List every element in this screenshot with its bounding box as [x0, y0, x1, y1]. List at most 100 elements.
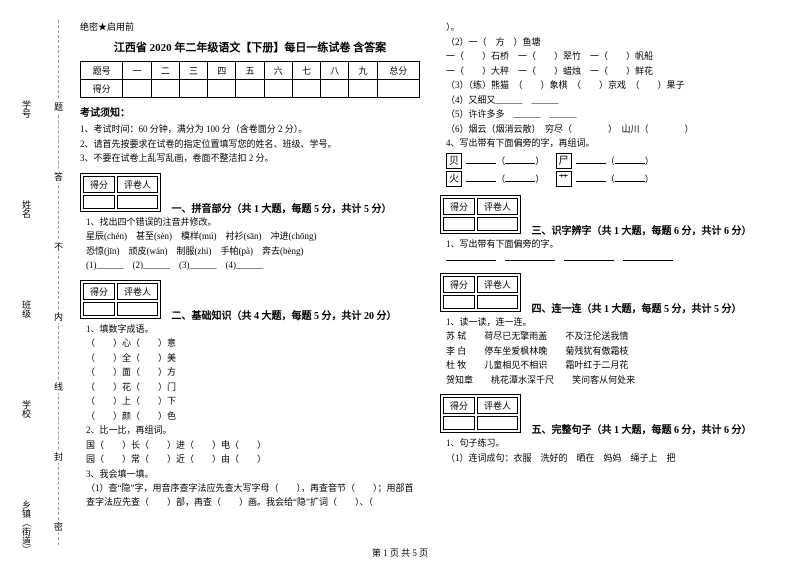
sh-6: 六	[264, 62, 292, 80]
sv-5	[236, 80, 264, 98]
sh-3: 三	[179, 62, 207, 80]
sb2-c2: 评卷人	[117, 283, 158, 300]
bind-label-school: 学校	[20, 400, 33, 418]
scorebox-5: 得分评卷人	[440, 394, 521, 433]
q2-4-title: 4、写出带有下面偏旁的字，再组词。	[446, 137, 780, 151]
sh-2: 二	[151, 62, 179, 80]
sb4-e1	[443, 295, 475, 309]
q1-blanks: (1)______ (2)______ (3)______ (4)______	[86, 259, 420, 273]
scorebox-2: 得分评卷人	[80, 280, 161, 319]
q2-1-r5: （ ）颜（ ）色	[86, 410, 420, 424]
sb5-e1	[443, 416, 475, 430]
q3: 1、写出带有下面偏旁的字。	[446, 238, 780, 266]
bl2	[505, 163, 535, 164]
q1-title: 1、找出四个错误的注音并修改。	[86, 216, 420, 230]
q2-3-text: （1）查“隐”字，用音序查字法应先查大写字母（ ），再查音节（ ）；用部首查字法…	[86, 482, 420, 509]
sh-5: 五	[236, 62, 264, 80]
q4-r3-c: 笑问客从何处来	[572, 375, 635, 385]
sb1-c1: 得分	[83, 176, 115, 193]
sv-3	[179, 80, 207, 98]
left-column: 绝密★启用前 江西省 2020 年二年级语文【下册】每日一练试卷 含答案 题号 …	[80, 20, 420, 510]
exam-title: 江西省 2020 年二年级语文【下册】每日一练试卷 含答案	[80, 39, 420, 55]
bind-label-name: 姓名	[20, 200, 33, 218]
q4-title: 1、读一读，连一连。	[446, 316, 780, 330]
q2-3b-r3: （3）（练）熊猫 （ ）象棋 （ ）京戏 （ ）果子	[446, 79, 780, 93]
sv-10	[377, 80, 419, 98]
sh-0: 题号	[81, 62, 123, 80]
q2-3b-r1: 一（ ）石桥 一（ ）翠竹 一（ ）帆船	[446, 50, 780, 64]
bind-m4: 内	[54, 310, 63, 323]
sb4-c2: 评卷人	[477, 276, 518, 293]
q2-2-r0: 国（ ）长（ ）进（ ）电（ ）	[86, 439, 420, 453]
section-3-heading: 三、识字辨字（共 1 大题，每题 6 分，共计 6 分）	[532, 226, 752, 237]
sb5-c1: 得分	[443, 397, 475, 414]
sh-10: 总分	[377, 62, 419, 80]
q2-3: 3、我会填一填。 （1）查“隐”字，用音序查字法应先查大写字母（ ），再查音节（…	[86, 468, 420, 510]
bind-label-class: 班级	[20, 300, 33, 318]
q1: 1、找出四个错误的注音并修改。 星辰(chén) 甚至(sèn) 模样(mú) …	[86, 216, 420, 273]
q2-3-top: ）。	[446, 21, 780, 35]
sb3-c2: 评卷人	[477, 198, 518, 215]
binding-dash	[58, 20, 59, 545]
sv-1	[123, 80, 151, 98]
bind-label-id: 学号	[20, 100, 33, 118]
q2-2-r1: 园（ ）常（ ）近（ ）由（ ）	[86, 453, 420, 467]
q2-3b-r5: （5）许许多多 ______ ______	[446, 108, 780, 122]
bl3	[576, 163, 606, 164]
bind-m1: 密	[54, 520, 63, 533]
q2-2-title: 2、比一比，再组词。	[86, 424, 420, 438]
sh-1: 一	[123, 62, 151, 80]
sb2-e2	[117, 302, 158, 316]
sh-8: 八	[321, 62, 349, 80]
q4-r0-c: 不及汪伦送我情	[565, 331, 628, 341]
q4-r2-a: 杜 牧	[446, 360, 466, 370]
q4: 1、读一读，连一连。 苏 轼 荷尽已无擎雨盖 不及汪伦送我情 李 白 停车坐爱枫…	[446, 316, 780, 388]
notice-1: 1、考试时间：60 分钟，满分为 100 分（含卷面分 2 分）。	[80, 123, 420, 136]
sh-4: 四	[208, 62, 236, 80]
q4-r3: 贺知章 桃花潭水深千尺 笑问客从何处来	[446, 374, 780, 388]
sh-7: 七	[292, 62, 320, 80]
q4-r1-b: 停车坐爱枫林晚	[484, 346, 547, 356]
scorebox-4: 得分评卷人	[440, 273, 521, 312]
q2-3-cont: ）。 （2）一（ 方 ）鱼塘 一（ ）石桥 一（ ）翠竹 一（ ）帆船 一（ ）…	[446, 21, 780, 136]
secret-label: 绝密★启用前	[80, 20, 420, 33]
q4-r1: 李 白 停车坐爱枫林晚 菊残犹有傲霜枝	[446, 345, 780, 359]
bl4	[615, 163, 645, 164]
notice-3: 3、不要在试卷上乱写乱画，卷面不整洁扣 2 分。	[80, 152, 420, 165]
scorebox-3: 得分评卷人	[440, 195, 521, 234]
sv-2	[151, 80, 179, 98]
q4-r1-a: 李 白	[446, 346, 466, 356]
q2-1-r2: （ ）面（ ）方	[86, 366, 420, 380]
score-value-row: 得分	[81, 80, 420, 98]
bl8	[615, 181, 645, 182]
q4-r2: 杜 牧 儿童相见不相识 霜叶红于二月花	[446, 359, 780, 373]
sv-8	[321, 80, 349, 98]
q4-r3-b: 桃花潭水深千尺	[491, 375, 554, 385]
bl1	[466, 163, 496, 164]
bind-m2: 封	[54, 450, 63, 463]
bind-m3: 线	[54, 380, 63, 393]
sb3-c1: 得分	[443, 198, 475, 215]
sv-6	[264, 80, 292, 98]
q3-title: 1、写出带有下面偏旁的字。	[446, 238, 780, 252]
section-2-heading: 二、基础知识（共 4 大题，每题 5 分，共计 20 分）	[172, 311, 397, 322]
q4-r0: 苏 轼 荷尽已无擎雨盖 不及汪伦送我情	[446, 330, 780, 344]
q2-1-r3: （ ）花（ ）门	[86, 381, 420, 395]
notice-2: 2、请首先按要求在试卷的指定位置填写您的姓名、班级、学号。	[80, 138, 420, 151]
notice-heading: 考试须知：	[80, 104, 420, 119]
q2-1: 1、填数字成语。 （ ）心（ ）意 （ ）全（ ）美 （ ）面（ ）方 （ ）花…	[86, 323, 420, 424]
score-header-row: 题号 一 二 三 四 五 六 七 八 九 总分	[81, 62, 420, 80]
sb5-e2	[477, 416, 518, 430]
q4-r1-c: 菊残犹有傲霜枝	[565, 346, 628, 356]
box-shi: 尸	[556, 153, 572, 169]
bind-m7: 题	[54, 100, 63, 113]
section-4-heading: 四、连一连（共 1 大题，每题 5 分，共计 5 分）	[532, 304, 742, 315]
scorebox-1: 得分评卷人	[80, 173, 161, 212]
q2-3b-r6: （6）烟云（烟消云散） 穷尽（ ） 山川（ ）	[446, 123, 780, 137]
bind-m6: 答	[54, 170, 63, 183]
page-content: 绝密★启用前 江西省 2020 年二年级语文【下册】每日一练试卷 含答案 题号 …	[80, 20, 780, 510]
sb3-e1	[443, 217, 475, 231]
q2-3b-r2: 一（ ）大秤 一（ ）蜡烛 一（ ）鲜花	[446, 65, 780, 79]
notice-block: 1、考试时间：60 分钟，满分为 100 分（含卷面分 2 分）。 2、请首先按…	[80, 123, 420, 165]
q2-2: 2、比一比，再组词。 国（ ）长（ ）进（ ）电（ ） 园（ ）常（ ）近（ ）…	[86, 424, 420, 467]
